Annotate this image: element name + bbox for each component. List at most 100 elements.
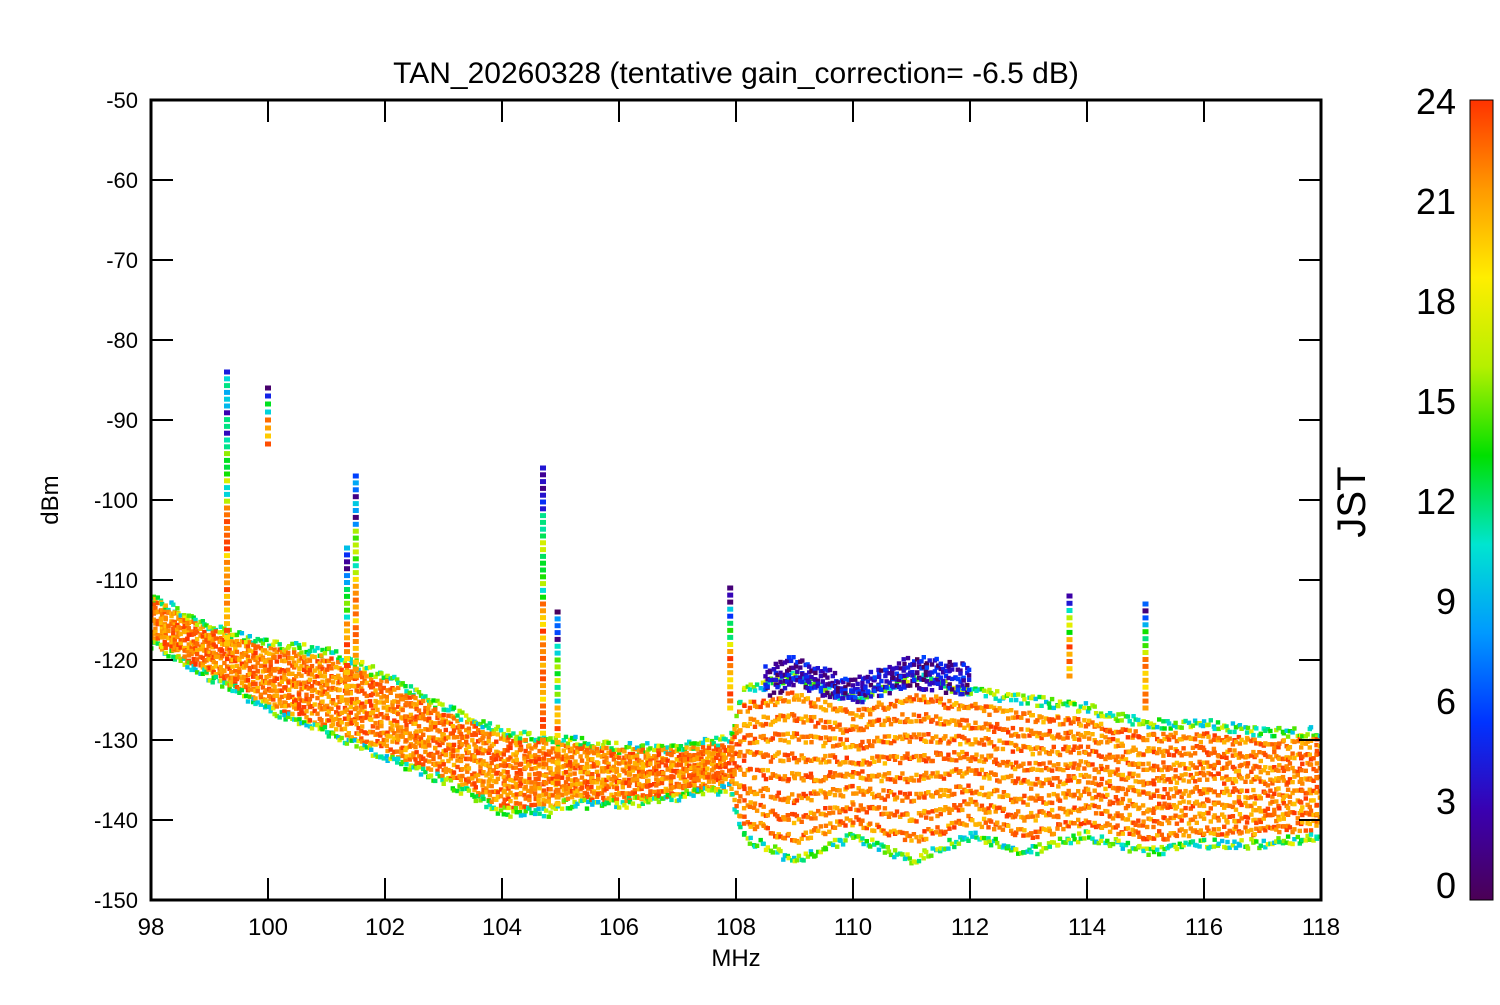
noise-point	[1022, 744, 1027, 750]
noise-point	[786, 740, 791, 745]
noise-point	[1061, 701, 1066, 707]
noise-point	[502, 763, 507, 769]
noise-point	[919, 754, 924, 759]
noise-point	[1155, 833, 1160, 838]
noise-point	[1092, 788, 1097, 793]
noise-point	[875, 754, 880, 759]
noise-point	[213, 664, 218, 669]
noise-point	[921, 776, 926, 781]
noise-point	[548, 766, 553, 771]
noise-point	[326, 686, 331, 691]
noise-point	[602, 752, 607, 758]
noise-point	[395, 694, 400, 699]
noise-point	[727, 752, 732, 757]
noise-point	[1056, 842, 1061, 848]
noise-point	[392, 749, 397, 754]
noise-point	[992, 744, 997, 749]
noise-point	[919, 774, 924, 779]
noise-point	[730, 778, 735, 784]
noise-point	[614, 786, 620, 791]
noise-point	[668, 746, 674, 751]
noise-point	[466, 750, 472, 755]
noise-point	[844, 833, 849, 838]
noise-point	[1171, 762, 1177, 767]
noise-point	[491, 778, 496, 784]
noise-point	[1173, 730, 1178, 736]
noise-point	[900, 756, 905, 761]
noise-point	[339, 667, 344, 672]
noise-point	[352, 700, 358, 706]
noise-point	[946, 793, 951, 799]
noise-point	[1151, 845, 1156, 850]
noise-point	[326, 706, 331, 711]
noise-point	[882, 761, 888, 766]
noise-point	[1161, 753, 1166, 758]
noise-point	[431, 756, 436, 761]
noise-point	[1029, 747, 1034, 752]
noise-point	[1022, 697, 1027, 702]
noise-point	[813, 791, 818, 796]
noise-point	[171, 602, 176, 607]
noise-point	[1004, 727, 1010, 732]
noise-point	[785, 691, 790, 696]
noise-point	[579, 798, 585, 803]
noise-point	[1148, 817, 1154, 822]
noise-point	[801, 720, 806, 725]
noise-point	[747, 804, 753, 809]
noise-point	[1092, 738, 1097, 743]
noise-point	[1029, 810, 1034, 816]
noise-point	[1159, 739, 1164, 744]
noise-point	[414, 733, 419, 738]
noise-point	[1188, 806, 1193, 811]
noise-point	[1168, 732, 1173, 738]
noise-point	[886, 814, 892, 819]
noise-point	[974, 789, 979, 794]
noise-point	[761, 804, 766, 809]
noise-point	[346, 717, 351, 722]
noise-point	[1098, 721, 1104, 727]
noise-point	[988, 770, 994, 775]
noise-point	[904, 855, 909, 860]
noise-point	[661, 789, 666, 794]
noise-point	[640, 793, 645, 798]
noise-point	[995, 788, 1000, 793]
noise-point	[1006, 844, 1011, 849]
noise-point	[970, 687, 975, 692]
noise-point	[926, 756, 931, 761]
noise-point	[902, 677, 908, 682]
noise-point	[1027, 761, 1032, 766]
noise-point	[805, 796, 811, 801]
noise-point	[302, 660, 307, 665]
noise-point	[1165, 837, 1170, 842]
noise-point	[818, 736, 823, 741]
noise-point	[523, 748, 528, 754]
noise-point	[258, 638, 264, 643]
noise-point	[561, 738, 566, 743]
noise-point	[754, 808, 760, 813]
noise-point	[344, 707, 350, 712]
noise-point	[861, 706, 866, 712]
noise-point	[404, 738, 409, 743]
noise-point	[466, 776, 472, 781]
noise-point	[550, 756, 555, 761]
noise-point	[997, 706, 1002, 711]
noise-point	[930, 717, 935, 723]
noise-point	[1022, 828, 1027, 833]
noise-point	[359, 707, 364, 713]
noise-point	[352, 738, 358, 743]
noise-point	[379, 712, 384, 717]
noise-point	[1183, 751, 1188, 757]
noise-point	[669, 797, 674, 803]
noise-point	[1174, 780, 1180, 785]
noise-point	[465, 763, 470, 768]
noise-point	[894, 830, 900, 835]
noise-point	[245, 644, 251, 649]
noise-point	[747, 821, 753, 827]
noise-point	[296, 692, 302, 697]
noise-point	[1120, 846, 1125, 851]
noise-point	[532, 811, 538, 817]
noise-point	[801, 756, 806, 761]
noise-point	[381, 730, 386, 735]
noise-point	[1105, 792, 1110, 798]
noise-point	[369, 672, 374, 678]
